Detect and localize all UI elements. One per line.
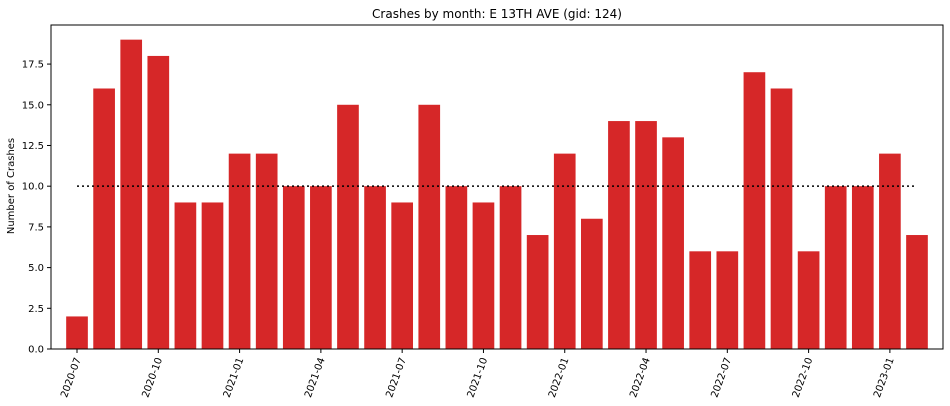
y-axis: 0.0 2.5 5.0 7.5 10.0 12.5 15.0 17.5 xyxy=(22,60,51,356)
x-tick-label: 2020-10 xyxy=(140,356,165,399)
bar-2022-09 xyxy=(770,88,793,349)
bar-2020-07 xyxy=(66,316,88,349)
bar-2023-02 xyxy=(906,235,928,349)
bar-2021-06 xyxy=(364,186,386,349)
bar-2021-08 xyxy=(418,104,441,349)
y-axis-title: Number of Crashes xyxy=(6,138,17,234)
plot-frame xyxy=(50,24,944,350)
bar-2022-01 xyxy=(553,153,576,349)
bar-2022-05 xyxy=(662,137,684,349)
bar-2021-03 xyxy=(282,186,305,349)
bar-2022-12 xyxy=(851,186,874,349)
bar-series xyxy=(66,39,928,350)
bar-2020-11 xyxy=(174,202,197,349)
bar-2021-07 xyxy=(391,202,414,349)
bar-2020-09 xyxy=(120,39,143,350)
x-tick-label: 2022-01 xyxy=(547,356,572,399)
x-tick-label: 2022-07 xyxy=(710,356,735,399)
bar-2022-06 xyxy=(689,251,712,349)
chart-title: Crashes by month: E 13TH AVE (gid: 124) xyxy=(372,7,622,21)
x-tick-label: 2023-01 xyxy=(872,356,897,399)
bar-2021-04 xyxy=(310,186,332,349)
x-tick-label: 2021-01 xyxy=(222,356,247,399)
bar-2022-03 xyxy=(608,121,630,349)
bar-2021-09 xyxy=(445,186,468,349)
bar-2021-01 xyxy=(228,153,251,349)
bar-2023-01 xyxy=(879,153,901,349)
bar-2021-12 xyxy=(526,235,549,349)
bar-2021-05 xyxy=(337,104,359,349)
bar-2022-08 xyxy=(743,72,766,350)
bar-2021-10 xyxy=(472,202,495,349)
y-tick-label: 15.0 xyxy=(22,100,44,111)
x-tick-label: 2021-10 xyxy=(466,356,491,399)
bar-2021-11 xyxy=(499,186,522,349)
y-tick-label: 12.5 xyxy=(22,141,44,152)
bar-2022-11 xyxy=(824,186,847,349)
bar-2022-07 xyxy=(716,251,739,349)
bar-2020-10 xyxy=(147,55,170,350)
bar-2020-08 xyxy=(93,88,115,349)
bar-2022-02 xyxy=(580,218,603,349)
bar-2022-10 xyxy=(797,251,820,349)
x-axis: 2020-07 2020-10 2021-01 2021-04 2021-07 2021-… xyxy=(59,349,897,399)
y-tick-label: 10.0 xyxy=(22,182,44,193)
bar-2020-12 xyxy=(201,202,224,349)
x-tick-label: 2020-07 xyxy=(59,356,84,399)
y-tick-label: 7.5 xyxy=(28,222,44,233)
bar-2022-04 xyxy=(635,121,657,349)
y-tick-label: 0.0 xyxy=(28,345,44,356)
y-tick-label: 5.0 xyxy=(28,263,44,274)
bar-2021-02 xyxy=(255,153,278,349)
x-tick-label: 2021-04 xyxy=(303,356,328,399)
x-tick-label: 2021-07 xyxy=(384,356,409,399)
y-tick-label: 2.5 xyxy=(28,304,44,315)
x-tick-label: 2022-10 xyxy=(791,356,816,399)
x-tick-label: 2022-04 xyxy=(628,356,653,399)
y-tick-label: 17.5 xyxy=(22,60,44,71)
